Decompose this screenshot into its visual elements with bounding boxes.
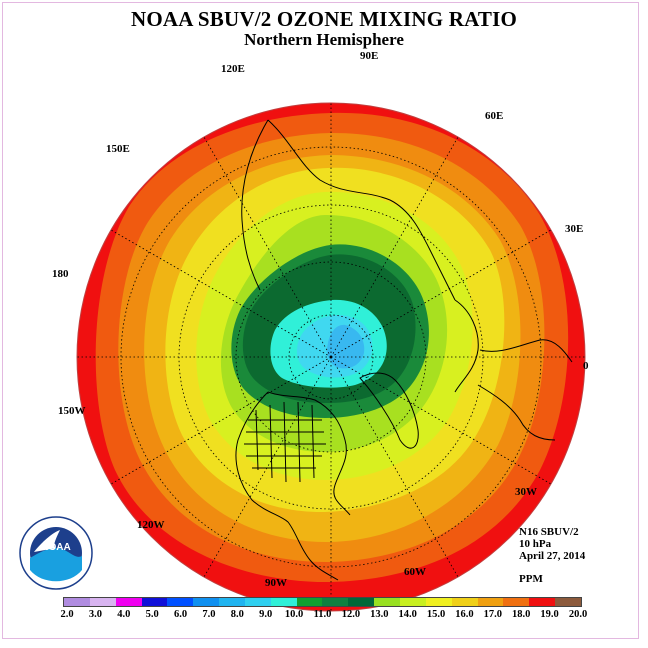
legend-swatch <box>425 598 452 606</box>
noaa-logo: NOAA <box>19 516 93 590</box>
latitude-circle-30 <box>120 146 542 568</box>
info-block: N16 SBUV/2 10 hPa April 27, 2014 <box>519 526 585 562</box>
legend-swatch <box>64 598 90 606</box>
legend-swatch <box>322 598 349 606</box>
lon-30e: 30E <box>565 223 584 235</box>
noaa-logo-text: NOAA <box>41 542 70 553</box>
latitude-circle-75 <box>288 314 374 400</box>
legend-swatch <box>348 598 375 606</box>
legend-tick-label: 13.0 <box>370 609 389 620</box>
coast-greenland <box>359 372 419 449</box>
legend-tick-label: 7.0 <box>202 609 216 620</box>
date-label: April 27, 2014 <box>519 550 586 562</box>
latitude-circle-60 <box>235 261 427 453</box>
legend-swatch <box>141 598 168 606</box>
legend-tick-label: 11.0 <box>313 609 332 620</box>
coast-asia <box>241 119 456 301</box>
legend-swatch <box>399 598 426 606</box>
instrument-label: N16 SBUV/2 <box>519 526 579 538</box>
lon-60w: 60W <box>404 566 426 578</box>
lon-90w: 90W <box>265 577 287 589</box>
legend-tick-label: 15.0 <box>426 609 446 620</box>
legend-swatch <box>503 598 530 606</box>
legend-tick-label: 8.0 <box>230 609 244 620</box>
legend-swatch <box>296 598 323 606</box>
legend-swatch <box>167 598 194 606</box>
legend-swatch <box>89 598 116 606</box>
image-frame <box>2 2 639 639</box>
legend-tick-label: 20.0 <box>568 609 588 620</box>
coast-europe <box>454 299 573 393</box>
legend-tick-label: 16.0 <box>455 609 474 620</box>
legend-tick-labels: 2.0 3.0 4.0 5.0 6.0 7.0 8.0 9.0 10.0 11.0 12.0 13.0… <box>60 609 587 623</box>
pressure-level-label: 10 hPa <box>519 538 552 550</box>
coast-africa <box>477 384 556 441</box>
lon-120e: 120E <box>221 63 245 75</box>
legend-tick-label: 14.0 <box>398 609 417 620</box>
map-subtitle: Northern Hemisphere <box>244 30 404 49</box>
lon-90e: 90E <box>360 50 379 62</box>
legend-swatch <box>555 598 581 606</box>
legend-tick-label: 19.0 <box>540 609 559 620</box>
map-title: NOAA SBUV/2 OZONE MIXING RATIO <box>131 7 517 31</box>
coast-north-america <box>235 391 351 581</box>
lon-30w: 30W <box>515 486 537 498</box>
legend-swatch <box>529 598 556 606</box>
legend-tick-label: 6.0 <box>173 609 188 620</box>
legend-tick-label: 4.0 <box>117 609 131 620</box>
lon-180: 180 <box>52 268 69 280</box>
lon-120w: 120W <box>137 519 165 531</box>
legend-tick-label: 9.0 <box>259 609 273 620</box>
lon-60e: 60E <box>485 110 504 122</box>
units-label: PPM <box>519 573 543 585</box>
lon-150w: 150W <box>58 405 86 417</box>
lon-150e: 150E <box>106 143 130 155</box>
legend-swatch <box>115 598 142 606</box>
legend-tick-label: 17.0 <box>483 609 503 620</box>
band-pole <box>327 324 365 369</box>
legend-tick-label: 3.0 <box>88 609 102 620</box>
legend-tick-label: 12.0 <box>341 609 361 620</box>
coastlines <box>235 119 573 581</box>
legend-swatch <box>477 598 504 606</box>
legend-swatch <box>193 598 220 606</box>
legend-swatch <box>270 598 297 606</box>
legend-tick-label: 2.0 <box>60 609 74 620</box>
graticule <box>77 103 585 611</box>
legend-tick-label: 10.0 <box>284 609 304 620</box>
legend-tick-label: 5.0 <box>145 609 159 620</box>
legend-swatch <box>244 598 271 606</box>
color-legend <box>63 597 582 607</box>
lon-0: 0 <box>583 360 589 372</box>
us-states-grid <box>244 401 326 483</box>
map-boundary <box>76 102 586 612</box>
legend-swatch <box>451 598 478 606</box>
legend-tick-label: 18.0 <box>512 609 531 620</box>
legend-swatch <box>374 598 400 606</box>
legend-swatch <box>219 598 245 606</box>
